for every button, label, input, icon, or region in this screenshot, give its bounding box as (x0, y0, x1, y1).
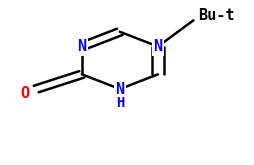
Text: H: H (115, 96, 124, 110)
Text: O: O (20, 86, 29, 101)
Text: N: N (115, 82, 124, 97)
Text: N: N (153, 39, 162, 54)
Text: N: N (77, 39, 86, 54)
Text: Bu-t: Bu-t (198, 8, 234, 23)
